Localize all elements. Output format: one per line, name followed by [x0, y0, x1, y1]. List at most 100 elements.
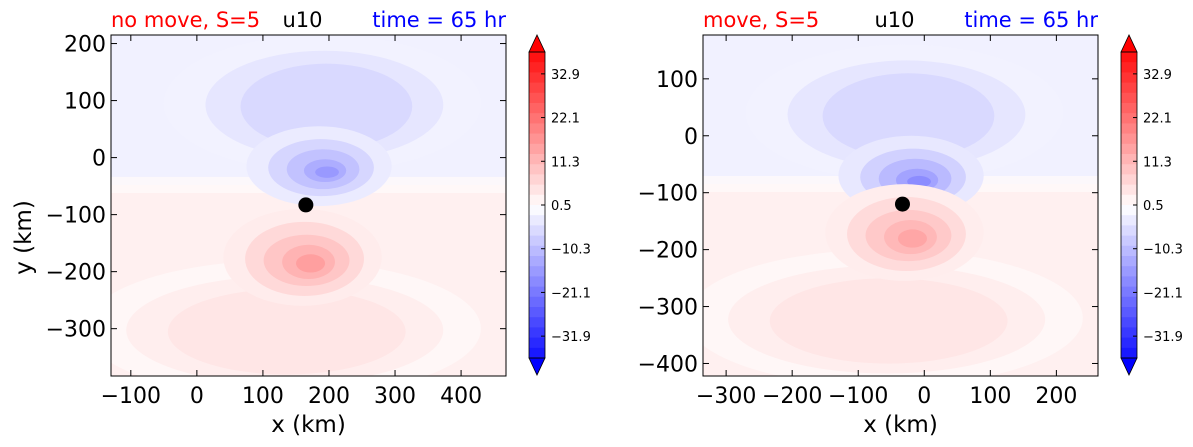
westerly-band-contour [167, 288, 406, 375]
colorbar-level [1121, 235, 1137, 247]
title-right: time = 65 hr [964, 8, 1098, 32]
x-tick-label: 0 [190, 384, 204, 409]
y-tick-label: 100 [656, 68, 698, 93]
y-tick-label: −300 [638, 296, 698, 321]
colorbar-tick-label: 0.5 [551, 199, 572, 214]
title-right: time = 65 hr [372, 8, 506, 32]
colorbar-level [1121, 347, 1137, 359]
colorbar-level [1121, 72, 1137, 84]
y-tick-label: −400 [638, 352, 698, 377]
plot-frame [110, 34, 507, 377]
colorbar-level [529, 327, 545, 339]
colorbar-level [529, 72, 545, 84]
colorbar-level [1121, 266, 1137, 277]
colorbar-level [1121, 52, 1137, 63]
colorbar-level [529, 92, 545, 104]
panel-1: −100 0 100 200 300 400 200 100 0 −100 −200 −300 x (k… [11, 8, 591, 438]
colorbar-level [529, 286, 545, 298]
x-tick-label: 200 [308, 384, 350, 409]
colorbar-level [529, 113, 545, 124]
colorbar-level [1121, 215, 1137, 226]
colorbar-level [1121, 133, 1137, 145]
colorbar-level [529, 347, 545, 359]
panel-2: −300 −200 −100 0 100 2001000−100−200−300−400x… [638, 8, 1183, 438]
colorbar-level [1121, 256, 1137, 267]
title-center: u10 [282, 8, 322, 32]
colorbar-level [529, 215, 545, 226]
x-axis-label: x (km) [863, 412, 938, 438]
colorbar-extend-min [528, 357, 546, 376]
colorbar-level [529, 82, 545, 94]
colorbar-level [1121, 123, 1137, 135]
y-tick-label: −100 [638, 182, 698, 207]
colorbar-level [529, 235, 545, 247]
y-tick-label: −100 [46, 204, 106, 229]
colorbar-tick-label: −31.9 [1143, 330, 1183, 345]
colorbar-level [529, 154, 545, 165]
colorbar-level [1121, 337, 1137, 349]
contour-field [111, 35, 506, 376]
colorbar-level [1121, 103, 1137, 114]
colorbar-level [1121, 62, 1137, 73]
colorbar-level [1121, 154, 1137, 165]
plot-frame [702, 34, 1099, 377]
colorbar-level [529, 164, 545, 175]
x-tick-label: 100 [969, 384, 1011, 409]
x-tick-label: −200 [762, 384, 822, 409]
colorbar-extend-max [1120, 34, 1138, 53]
colorbar-level [1121, 205, 1137, 216]
colorbar-level [1121, 225, 1137, 237]
x-tick-label: 0 [917, 384, 931, 409]
title-left: no move, S=5 [111, 8, 260, 32]
colorbar-level [529, 194, 545, 206]
colorbar-level [529, 245, 545, 257]
colorbar-level [529, 296, 545, 308]
x-tick-label: 400 [440, 384, 482, 409]
colorbar-level [1121, 276, 1137, 288]
colorbar-tick-label: 11.3 [551, 155, 580, 170]
colorbar-level [529, 307, 545, 318]
y-tick-label: −200 [638, 239, 698, 264]
colorbar-tick-label: −10.3 [551, 243, 591, 258]
colorbar-tick-label: 0.5 [1143, 199, 1164, 214]
x-tick-label: 300 [374, 384, 416, 409]
colorbar-level [529, 205, 545, 216]
westerly-band-contour [769, 278, 1008, 364]
colorbar-tick-label: 32.9 [1143, 68, 1172, 83]
colorbar-tick-label: 32.9 [551, 68, 580, 83]
colorbar-tick-label: −10.3 [1143, 243, 1183, 258]
colorbar-level [1121, 184, 1137, 196]
x-axis-label: x (km) [271, 412, 346, 438]
colorbar-level [529, 184, 545, 196]
colorbar-level [1121, 296, 1137, 308]
y-tick-label: 200 [64, 33, 106, 58]
storm-center-marker [298, 197, 314, 213]
colorbar-level [529, 143, 545, 155]
contour-field [703, 35, 1098, 376]
x-tick-label: 100 [242, 384, 284, 409]
colorbar-level [529, 276, 545, 288]
easterly-band-contour [822, 73, 995, 159]
colorbar-level [529, 337, 545, 349]
x-tick-label: −100 [828, 384, 888, 409]
y-axis-label: y (km) [11, 200, 37, 275]
title-center: u10 [874, 8, 914, 32]
colorbar-level [1121, 143, 1137, 155]
colorbar-level [529, 174, 545, 186]
colorbar-level [1121, 92, 1137, 104]
colorbar-level [529, 317, 545, 328]
colorbar-level [529, 52, 545, 63]
y-tick-label: 0 [92, 147, 106, 172]
westerly-core-contour [296, 254, 326, 273]
colorbar-level [529, 123, 545, 135]
x-tick-label: −300 [696, 384, 756, 409]
colorbar: 32.9 22.1 11.3 0.5 −10.3 −21.1 −31.9 [528, 34, 591, 376]
colorbar-level [1121, 194, 1137, 206]
colorbar-level [529, 266, 545, 277]
easterly-core-contour [315, 166, 339, 178]
colorbar-tick-label: −21.1 [551, 286, 591, 301]
colorbar-extend-max [528, 34, 546, 53]
x-tick-label: 200 [1035, 384, 1077, 409]
x-tick-label: −100 [101, 384, 161, 409]
